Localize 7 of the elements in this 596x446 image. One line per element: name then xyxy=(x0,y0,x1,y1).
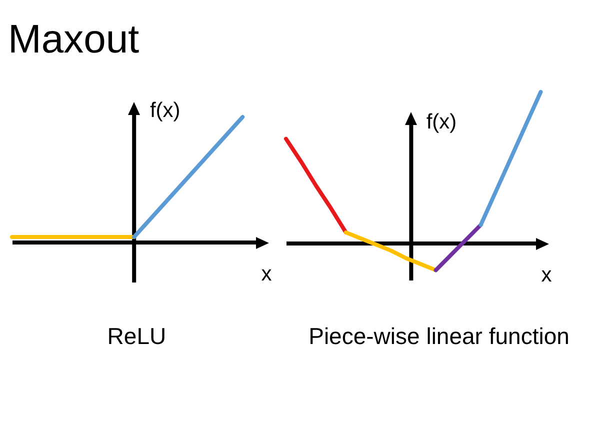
text: ReLU xyxy=(107,323,166,349)
text: Piece-wise linear function xyxy=(308,323,570,349)
chart-title: Maxout xyxy=(8,18,140,62)
y-axis-title: f(x) xyxy=(426,110,457,134)
x-axis-title: x xyxy=(541,264,552,286)
x-axis-title: x xyxy=(261,262,272,286)
y-axis-title: f(x) xyxy=(150,99,180,122)
